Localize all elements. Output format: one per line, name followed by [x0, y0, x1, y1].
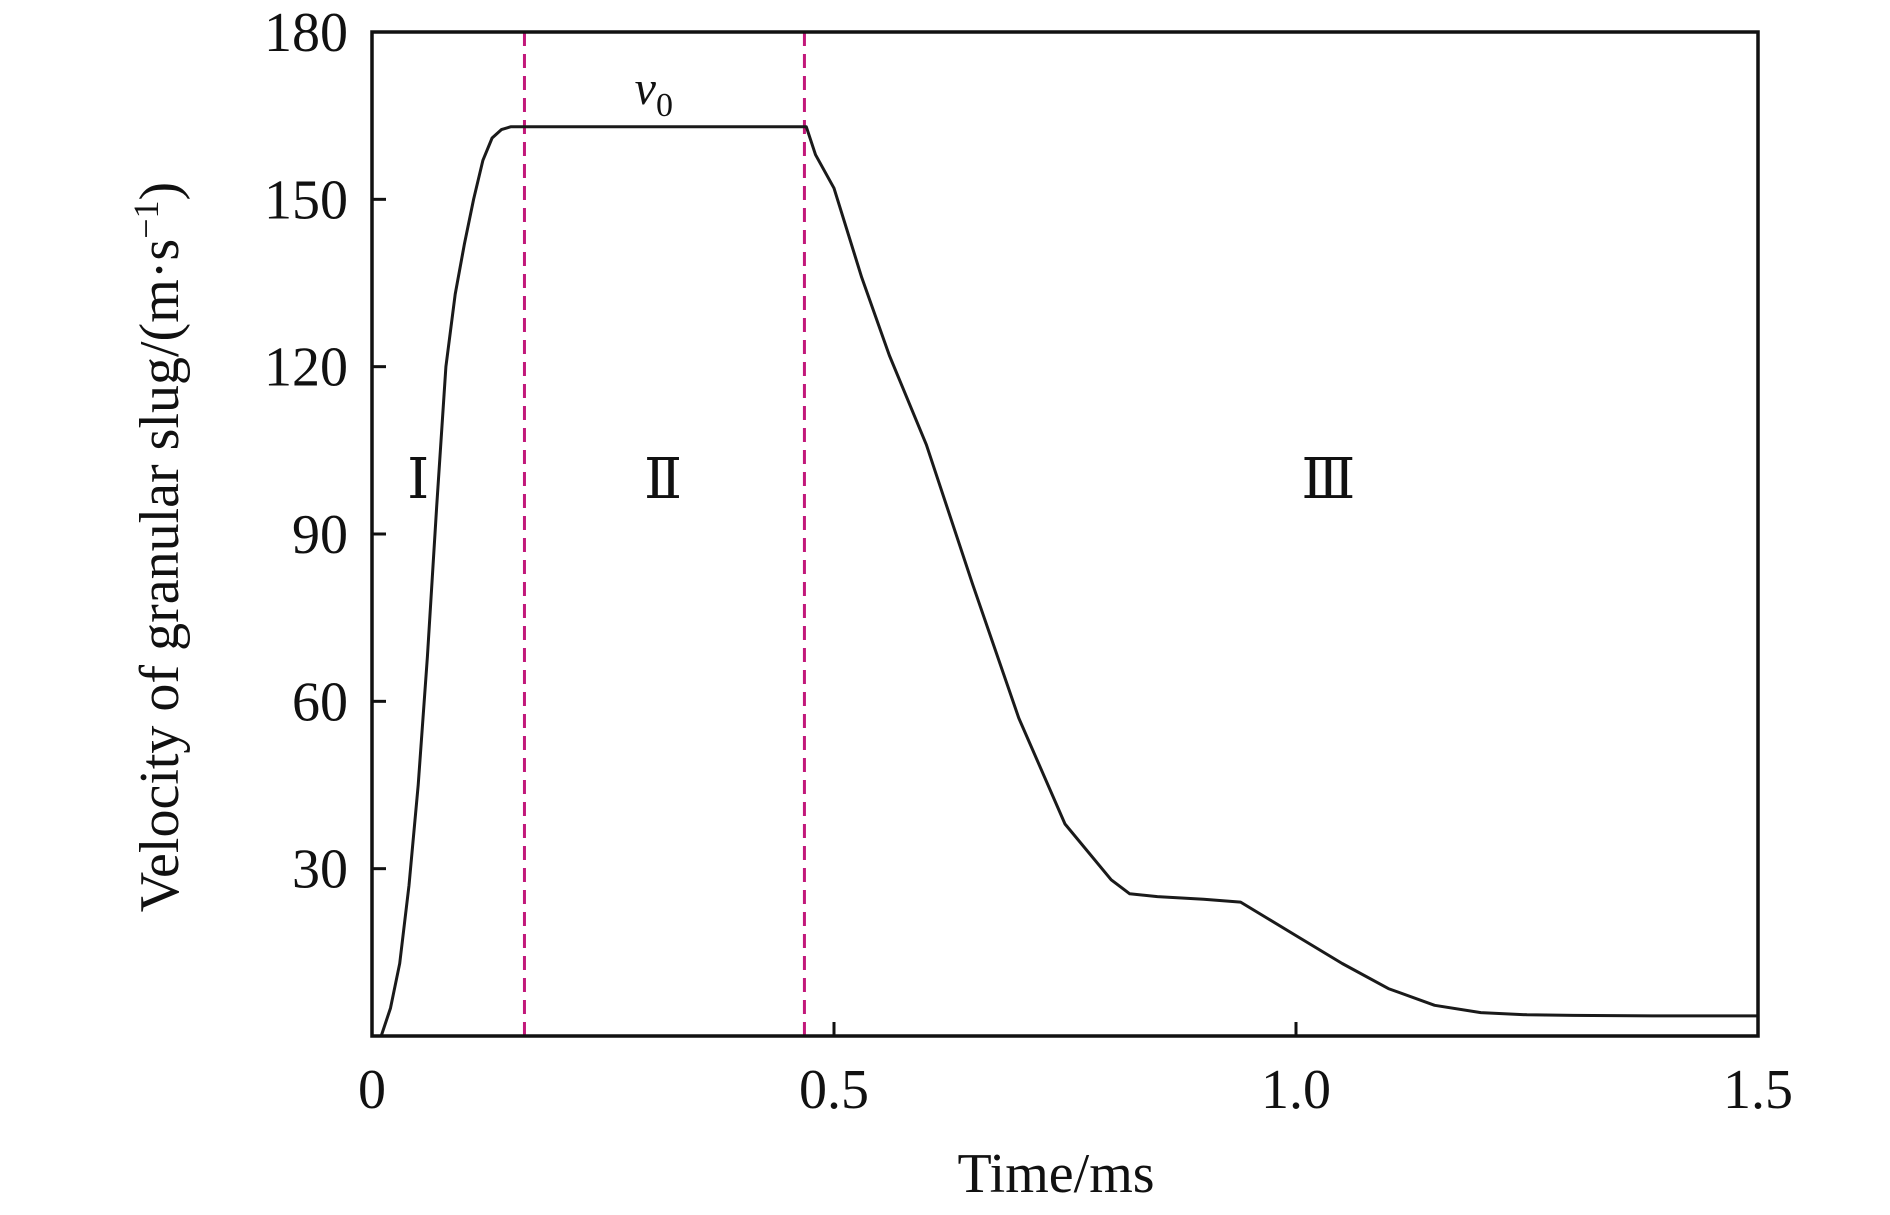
axes-layer: [370, 30, 1760, 1038]
v0-annotation-subscript: 0: [656, 87, 673, 124]
y-tick-label: 60: [292, 671, 348, 733]
x-axis-label: Time/ms: [957, 1143, 1154, 1205]
y-tick-label: 150: [264, 169, 348, 231]
x-tick-label: 0.5: [799, 1059, 869, 1121]
x-tick-label: 0: [358, 1059, 386, 1121]
y-tick-label: 90: [292, 504, 348, 566]
x-tick-label: 1.5: [1723, 1059, 1793, 1121]
y-axis-label-close: ): [129, 182, 191, 201]
phase-region-label: Ⅰ: [407, 449, 429, 511]
y-tick-label: 120: [264, 337, 348, 399]
y-tick-label: 30: [292, 839, 348, 901]
plot-layer: [379, 32, 1760, 1038]
x-tick-label: 1.0: [1261, 1059, 1331, 1121]
velocity-series-line: [379, 125, 1760, 1038]
y-axis-label-main: Velocity of granular slug/(m·s: [129, 239, 191, 912]
labels-layer: Time/ms Velocity of granular slug/(m·s−1…: [126, 2, 1793, 1205]
v0-annotation-symbol: v: [635, 62, 657, 115]
y-axis-label-superscript: −1: [126, 200, 166, 238]
v0-annotation: v0: [635, 62, 673, 124]
phase-region-label: Ⅱ: [644, 449, 682, 511]
y-tick-label: 180: [264, 2, 348, 64]
plot-frame: [370, 30, 1760, 1038]
y-axis-label: Velocity of granular slug/(m·s−1): [126, 182, 191, 912]
phase-region-label: Ⅲ: [1301, 449, 1355, 511]
